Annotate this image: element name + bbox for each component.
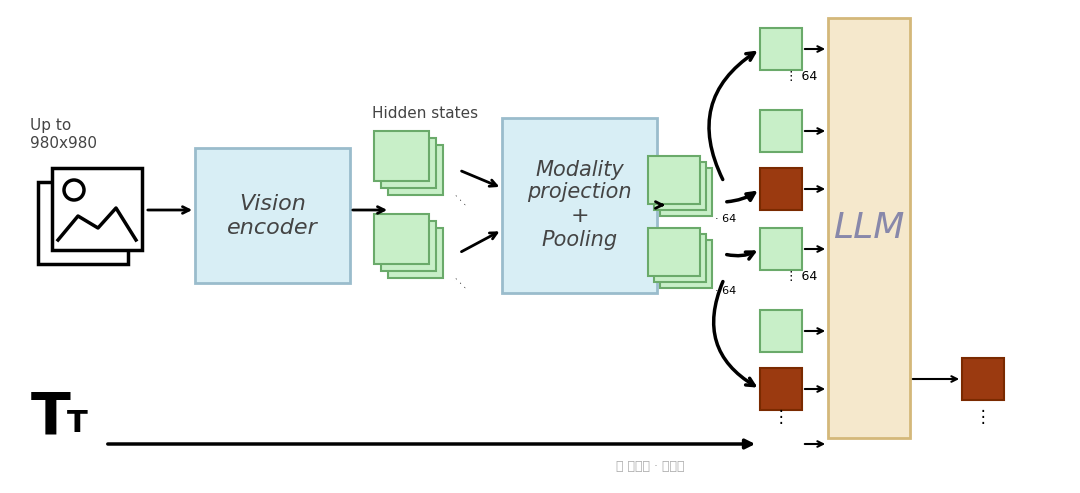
Text: $\mathbf{T}$: $\mathbf{T}$	[66, 408, 89, 439]
Bar	[648, 228, 700, 276]
Bar	[654, 234, 706, 282]
Text: LLM: LLM	[834, 211, 905, 245]
Bar	[381, 138, 436, 188]
Text: ⋮: ⋮	[974, 408, 991, 426]
Text: 980x980: 980x980	[30, 136, 97, 151]
Text: encoder: encoder	[227, 217, 318, 238]
Bar	[760, 28, 802, 70]
Bar	[374, 131, 429, 181]
Text: Hidden states: Hidden states	[372, 106, 478, 121]
Bar	[962, 358, 1004, 400]
Text: +: +	[570, 206, 589, 225]
Bar	[38, 182, 129, 264]
Bar	[388, 145, 443, 195]
Text: Modality: Modality	[535, 160, 624, 179]
Text: Up to: Up to	[30, 118, 71, 133]
Bar	[760, 310, 802, 352]
Text: ⋮ 64: ⋮ 64	[785, 70, 818, 83]
Text: · 64: · 64	[715, 286, 737, 296]
Bar	[381, 221, 436, 271]
Bar	[374, 214, 429, 264]
Text: · · ·: · · ·	[451, 274, 469, 292]
Bar	[502, 118, 657, 293]
Text: · 64: · 64	[715, 214, 737, 224]
Bar	[654, 162, 706, 210]
Bar	[760, 168, 802, 210]
Bar	[760, 228, 802, 270]
Text: projection: projection	[527, 181, 632, 202]
Text: Pooling: Pooling	[541, 230, 618, 249]
Text: $\mathbf{T}$: $\mathbf{T}$	[30, 390, 71, 446]
Text: · · ·: · · ·	[451, 191, 469, 209]
Bar	[760, 368, 802, 410]
Bar	[52, 168, 141, 250]
Bar	[660, 168, 712, 216]
Text: ⋮ 64: ⋮ 64	[785, 270, 818, 283]
Bar	[828, 18, 910, 438]
Text: Vision: Vision	[239, 193, 306, 213]
Bar	[660, 240, 712, 288]
Bar	[760, 110, 802, 152]
Text: 🔘 公众号 · 量子位: 🔘 公众号 · 量子位	[616, 460, 685, 473]
Bar	[388, 228, 443, 278]
Bar	[195, 148, 350, 283]
Text: ⋮: ⋮	[772, 408, 789, 426]
Bar	[648, 156, 700, 204]
